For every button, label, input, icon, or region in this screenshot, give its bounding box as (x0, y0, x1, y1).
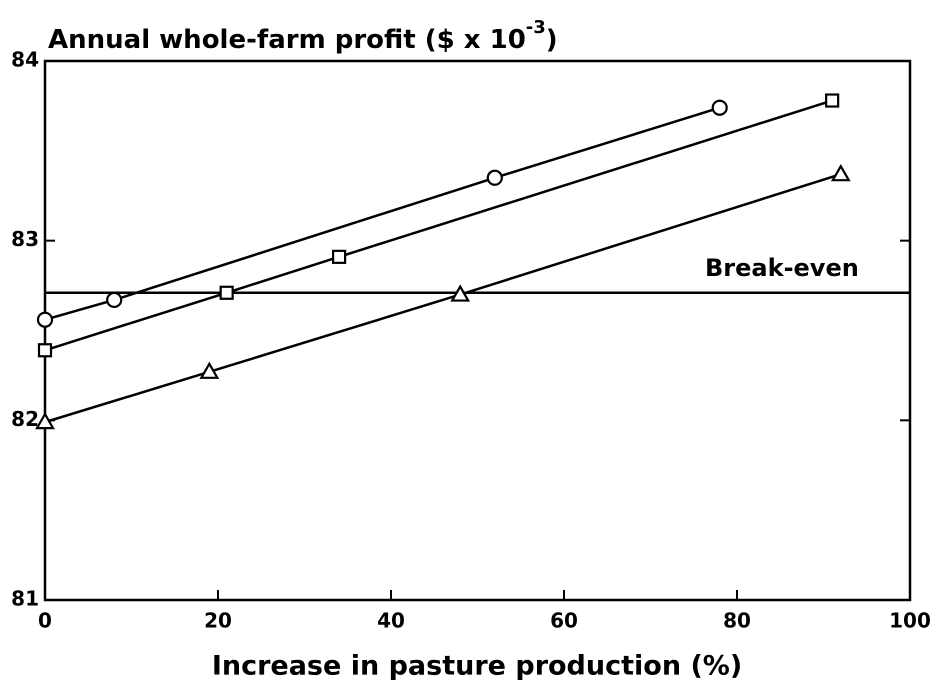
x-tick-label: 40 (377, 609, 405, 633)
circle-marker (106, 291, 123, 309)
series-line (44, 106, 721, 321)
break-even-label: Break-even (705, 254, 859, 282)
x-tick-label: 20 (204, 609, 232, 633)
plot-frame (43, 59, 912, 602)
y-tick-label: 82 (11, 407, 39, 431)
triangle-marker (35, 411, 55, 430)
square-marker (332, 249, 347, 264)
x-tick-label: 0 (38, 609, 52, 633)
x-axis-label: Increase in pasture production (%) (212, 651, 742, 682)
series-line (44, 172, 842, 424)
x-tick-label: 80 (723, 609, 751, 633)
title-exponent: -3 (526, 17, 546, 38)
y-tick-label: 83 (11, 227, 39, 251)
x-tick-label: 60 (550, 609, 578, 633)
y-tick-label: 81 (11, 587, 39, 611)
triangle-marker (830, 163, 851, 182)
square-marker (219, 285, 234, 300)
title-suffix: ) (546, 25, 558, 55)
title-main: Annual whole-farm profit ($ x 10 (48, 25, 526, 55)
square-marker (825, 93, 840, 108)
series-line (44, 99, 833, 352)
circle-marker (36, 311, 54, 328)
square-marker (37, 343, 53, 358)
circle-marker (711, 99, 728, 116)
chart-title: Annual whole-farm profit ($ x 10-3) (48, 17, 558, 55)
circle-marker (486, 169, 503, 186)
y-tick-label: 84 (11, 48, 39, 72)
triangle-marker (450, 284, 471, 302)
triangle-marker (199, 361, 220, 379)
x-tick-label: 100 (889, 609, 931, 633)
